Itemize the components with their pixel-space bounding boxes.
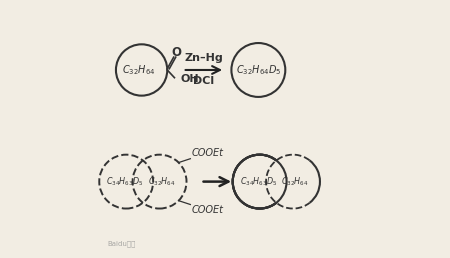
- Text: Zn–Hg: Zn–Hg: [184, 53, 223, 63]
- Text: O: O: [171, 45, 181, 59]
- Text: $C_{32}H_{64}$: $C_{32}H_{64}$: [281, 175, 309, 188]
- Text: COOEt: COOEt: [191, 205, 223, 215]
- Text: DCl: DCl: [193, 76, 214, 86]
- Text: $C_{32}H_{64}$: $C_{32}H_{64}$: [148, 175, 176, 188]
- Text: $C_{32}H_{64}$: $C_{32}H_{64}$: [122, 63, 155, 77]
- Text: COOEt: COOEt: [191, 148, 223, 158]
- Text: Baidu百科: Baidu百科: [107, 240, 135, 247]
- Text: OH: OH: [180, 74, 199, 84]
- Text: $C_{34}H_{63}D_{5}$: $C_{34}H_{63}D_{5}$: [106, 175, 144, 188]
- Text: $C_{34}H_{63}D_{5}$: $C_{34}H_{63}D_{5}$: [239, 175, 277, 188]
- Text: $C_{32}H_{64}D_{5}$: $C_{32}H_{64}D_{5}$: [236, 63, 281, 77]
